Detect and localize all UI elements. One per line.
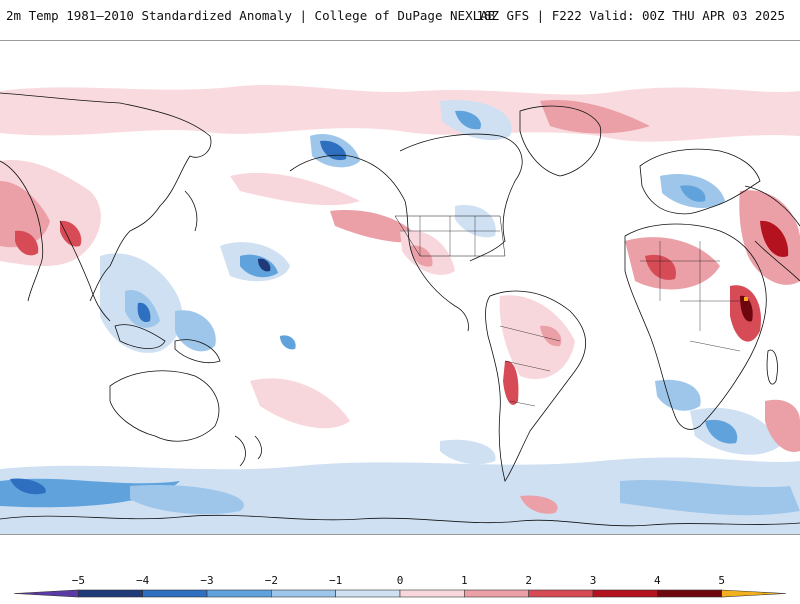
model-run-info: 18Z GFS | F222 Valid: 00Z THU APR 03 202… — [476, 8, 785, 23]
cold-anomaly-area — [680, 185, 706, 202]
coastline — [234, 435, 246, 467]
coastline — [399, 133, 523, 262]
colorbar-tick-label: −1 — [329, 574, 342, 587]
colorbar-segment — [78, 589, 143, 598]
warm-anomaly-area — [740, 295, 753, 322]
cold-anomaly-area — [175, 310, 216, 352]
colorbar: −5 −4 −3 −2 −1 0 1 2 3 4 5 — [0, 560, 800, 600]
colorbar-segment — [528, 589, 594, 598]
warm-anomaly-area — [250, 378, 350, 429]
cold-anomaly-area — [655, 379, 701, 411]
map-canvas — [0, 84, 800, 534]
colorbar-tick-label: 4 — [654, 574, 661, 587]
cold-anomaly-area — [10, 478, 46, 495]
coastline — [485, 290, 587, 482]
colorbar-tick-label: −4 — [136, 574, 150, 587]
colorbar-tick-label: 3 — [590, 574, 597, 587]
warm-anomaly-area — [60, 220, 82, 247]
coastline — [624, 223, 767, 430]
coastline-layer — [0, 92, 800, 527]
colorbar-segment — [399, 589, 465, 598]
colorbar-tick-label: 0 — [397, 574, 404, 587]
coastline — [109, 370, 220, 442]
coastline — [0, 160, 44, 302]
coastline — [59, 220, 111, 322]
warm-anomaly-area — [0, 181, 50, 248]
cold-anomaly-area — [0, 457, 800, 534]
cold-anomaly-area — [455, 110, 481, 130]
coastline — [114, 324, 166, 349]
cold-anomaly-area — [440, 439, 496, 465]
map-title: 2m Temp 1981–2010 Standardized Anomaly |… — [6, 8, 496, 23]
anomaly-fill-layer — [0, 84, 800, 534]
cold-anomaly-area — [620, 479, 800, 516]
warm-anomaly-area — [765, 399, 800, 452]
country-border — [394, 215, 506, 257]
colorbar-tick-label: 1 — [461, 574, 468, 587]
colorbar-graphic: −5 −4 −3 −2 −1 0 1 2 3 4 5 — [13, 574, 787, 598]
coastline — [744, 185, 800, 282]
warm-anomaly-area — [330, 210, 420, 243]
warm-anomaly-area — [540, 100, 650, 134]
colorbar-segment — [142, 589, 208, 598]
coastline — [0, 514, 800, 527]
extreme-warm-spot — [744, 297, 748, 301]
country-border — [499, 325, 561, 407]
colorbar-segment — [592, 589, 658, 598]
coastline — [766, 349, 778, 385]
colorbar-tick-label: −5 — [72, 574, 85, 587]
warm-anomaly-area — [0, 84, 800, 142]
warm-anomaly-area — [760, 220, 789, 257]
warm-anomaly-area — [540, 325, 562, 347]
colorbar-segment — [721, 589, 787, 598]
cold-anomaly-area — [455, 205, 496, 238]
cold-anomaly-area — [705, 419, 738, 444]
colorbar-segment — [206, 589, 272, 598]
coastline — [184, 190, 198, 232]
cold-anomaly-area — [280, 335, 296, 350]
warm-anomaly-area — [230, 172, 360, 206]
coastline — [254, 435, 262, 460]
coastline — [639, 148, 761, 215]
coastline — [174, 339, 221, 364]
cold-anomaly-area — [258, 258, 271, 272]
colorbar-segment — [271, 589, 336, 598]
anomaly-map — [0, 40, 800, 535]
coastline — [519, 105, 602, 177]
warm-anomaly-area — [503, 360, 519, 405]
colorbar-tick-label: −2 — [265, 574, 278, 587]
warm-anomaly-area — [15, 230, 39, 256]
header: 2m Temp 1981–2010 Standardized Anomaly |… — [0, 0, 800, 32]
cold-anomaly-area — [240, 254, 278, 278]
colorbar-tick-label: 2 — [525, 574, 532, 587]
warm-anomaly-area — [520, 495, 558, 514]
warm-anomaly-area — [499, 295, 575, 380]
colorbar-segment — [464, 589, 529, 598]
colorbar-segment — [657, 589, 722, 598]
coastline — [289, 154, 469, 332]
colorbar-segment — [335, 589, 401, 598]
country-border — [640, 241, 741, 352]
cold-anomaly-area — [137, 302, 151, 323]
country-border — [400, 216, 500, 256]
coastline — [0, 92, 212, 302]
colorbar-segment — [13, 589, 79, 598]
cold-anomaly-area — [130, 485, 244, 515]
colorbar-tick-label: −3 — [200, 574, 213, 587]
colorbar-tick-label: 5 — [718, 574, 725, 587]
